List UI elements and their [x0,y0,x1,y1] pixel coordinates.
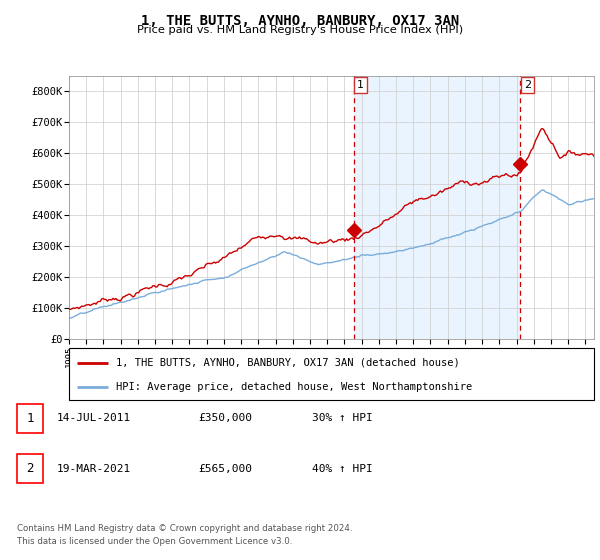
Text: 2: 2 [26,462,34,475]
Text: 14-JUL-2011: 14-JUL-2011 [57,413,131,423]
Text: HPI: Average price, detached house, West Northamptonshire: HPI: Average price, detached house, West… [116,382,473,393]
Bar [354,76,520,339]
Text: £350,000: £350,000 [198,413,252,423]
Text: 1, THE BUTTS, AYNHO, BANBURY, OX17 3AN (detached house): 1, THE BUTTS, AYNHO, BANBURY, OX17 3AN (… [116,358,460,368]
Text: £565,000: £565,000 [198,464,252,474]
Text: 1: 1 [357,80,364,90]
Text: 40% ↑ HPI: 40% ↑ HPI [312,464,373,474]
Text: 2: 2 [524,80,531,90]
Text: 30% ↑ HPI: 30% ↑ HPI [312,413,373,423]
Text: Price paid vs. HM Land Registry's House Price Index (HPI): Price paid vs. HM Land Registry's House … [137,25,463,35]
Text: Contains HM Land Registry data © Crown copyright and database right 2024.
This d: Contains HM Land Registry data © Crown c… [17,524,352,545]
FancyBboxPatch shape [69,348,594,400]
Text: 1: 1 [26,412,34,425]
Text: 19-MAR-2021: 19-MAR-2021 [57,464,131,474]
Text: 1, THE BUTTS, AYNHO, BANBURY, OX17 3AN: 1, THE BUTTS, AYNHO, BANBURY, OX17 3AN [141,14,459,28]
